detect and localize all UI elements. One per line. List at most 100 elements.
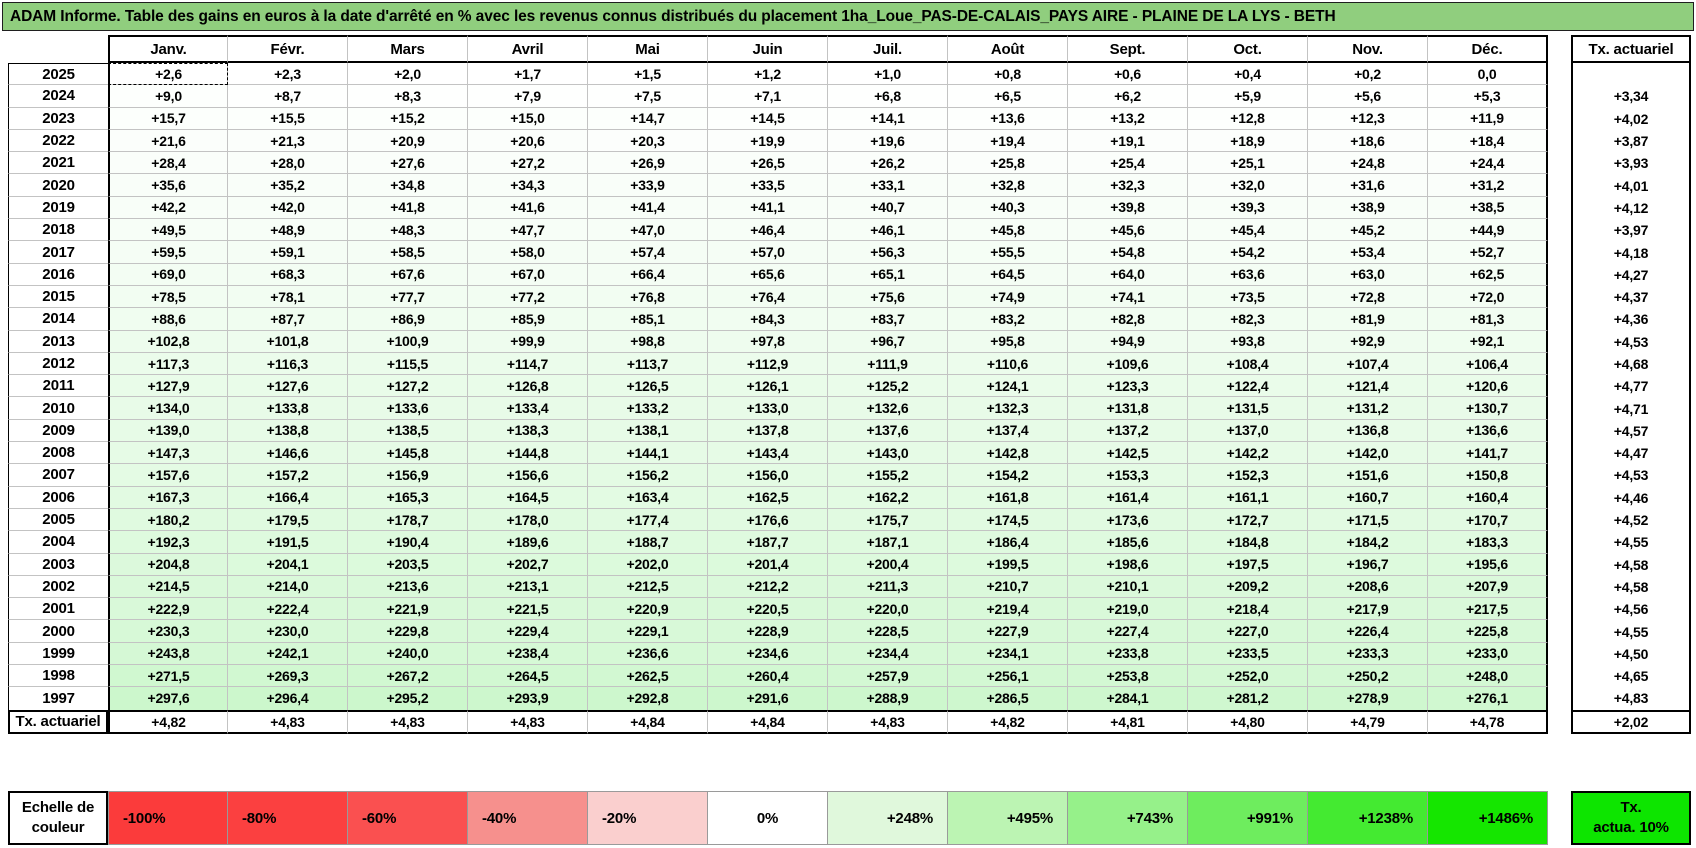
year-label[interactable]: 2004 bbox=[8, 531, 108, 554]
gain-cell[interactable]: +138,1 bbox=[588, 419, 708, 443]
gain-cell[interactable]: +45,4 bbox=[1188, 219, 1308, 242]
gain-cell[interactable]: +203,5 bbox=[348, 553, 468, 576]
gain-cell[interactable]: +0,8 bbox=[948, 63, 1068, 86]
year-label[interactable]: 2012 bbox=[8, 352, 108, 376]
monthly-tx-value[interactable]: +4,83 bbox=[828, 709, 948, 734]
gain-cell[interactable]: +12,8 bbox=[1188, 107, 1308, 130]
gain-cell[interactable]: +19,9 bbox=[708, 129, 828, 153]
gain-cell[interactable]: +100,9 bbox=[348, 330, 468, 353]
gain-cell[interactable]: +177,4 bbox=[588, 508, 708, 532]
gain-cell[interactable]: +202,0 bbox=[588, 553, 708, 576]
gain-cell[interactable]: +156,0 bbox=[708, 464, 828, 487]
tx-actuariel-value[interactable]: +4,37 bbox=[1571, 285, 1691, 309]
gain-cell[interactable]: +138,5 bbox=[348, 419, 468, 443]
gain-cell[interactable]: +6,5 bbox=[948, 85, 1068, 108]
gain-cell[interactable]: +42,2 bbox=[108, 196, 228, 220]
gain-cell[interactable]: +83,2 bbox=[948, 308, 1068, 331]
gain-cell[interactable]: +150,8 bbox=[1428, 464, 1548, 487]
gain-cell[interactable]: 0,0 bbox=[1428, 63, 1548, 86]
gain-cell[interactable]: +85,9 bbox=[468, 308, 588, 331]
gain-cell[interactable]: +35,6 bbox=[108, 174, 228, 197]
tx-actuariel-value[interactable]: +4,65 bbox=[1571, 665, 1691, 688]
gain-cell[interactable]: +138,8 bbox=[228, 419, 348, 443]
year-label[interactable]: 2020 bbox=[8, 174, 108, 197]
gain-cell[interactable]: +12,3 bbox=[1308, 107, 1428, 130]
month-header[interactable]: Janv. bbox=[108, 35, 228, 63]
gain-cell[interactable]: +25,8 bbox=[948, 152, 1068, 175]
gain-cell[interactable]: +7,5 bbox=[588, 85, 708, 108]
color-scale-cell[interactable]: +991% bbox=[1188, 791, 1308, 845]
year-label[interactable]: 2008 bbox=[8, 442, 108, 465]
gain-cell[interactable]: +164,5 bbox=[468, 486, 588, 509]
gain-cell[interactable]: +253,8 bbox=[1068, 665, 1188, 688]
gain-cell[interactable]: +173,6 bbox=[1068, 508, 1188, 532]
gain-cell[interactable]: +78,5 bbox=[108, 285, 228, 309]
gain-cell[interactable]: +172,7 bbox=[1188, 508, 1308, 532]
gain-cell[interactable]: +106,4 bbox=[1428, 352, 1548, 376]
gain-cell[interactable]: +174,5 bbox=[948, 508, 1068, 532]
tx-actuariel-value[interactable]: +4,83 bbox=[1571, 687, 1691, 710]
gain-cell[interactable]: +58,0 bbox=[468, 241, 588, 264]
gain-cell[interactable]: +131,5 bbox=[1188, 397, 1308, 420]
gain-cell[interactable]: +190,4 bbox=[348, 531, 468, 554]
gain-cell[interactable]: +21,3 bbox=[228, 129, 348, 153]
gain-cell[interactable]: +81,3 bbox=[1428, 308, 1548, 331]
year-label[interactable]: 2019 bbox=[8, 196, 108, 220]
gain-cell[interactable]: +34,3 bbox=[468, 174, 588, 197]
color-scale-cell[interactable]: -80% bbox=[228, 791, 348, 845]
gain-cell[interactable]: +162,2 bbox=[828, 486, 948, 509]
gain-cell[interactable]: +25,4 bbox=[1068, 152, 1188, 175]
gain-cell[interactable]: +152,3 bbox=[1188, 464, 1308, 487]
gain-cell[interactable]: +156,9 bbox=[348, 464, 468, 487]
gain-cell[interactable]: +19,6 bbox=[828, 129, 948, 153]
gain-cell[interactable]: +40,3 bbox=[948, 196, 1068, 220]
gain-cell[interactable]: +126,8 bbox=[468, 375, 588, 398]
gain-cell[interactable]: +63,0 bbox=[1308, 263, 1428, 286]
gain-cell[interactable]: +252,0 bbox=[1188, 665, 1308, 688]
gain-cell[interactable]: +227,0 bbox=[1188, 620, 1308, 643]
gain-cell[interactable]: +160,7 bbox=[1308, 486, 1428, 509]
gain-cell[interactable]: +175,7 bbox=[828, 508, 948, 532]
gain-cell[interactable]: +46,1 bbox=[828, 219, 948, 242]
gain-cell[interactable]: +291,6 bbox=[708, 687, 828, 710]
gain-cell[interactable]: +33,1 bbox=[828, 174, 948, 197]
gain-cell[interactable]: +15,0 bbox=[468, 107, 588, 130]
gain-cell[interactable]: +33,5 bbox=[708, 174, 828, 197]
tx-actuariel-value[interactable]: +4,36 bbox=[1571, 308, 1691, 331]
gain-cell[interactable]: +9,0 bbox=[108, 85, 228, 108]
tx-actuariel-value[interactable]: +3,87 bbox=[1571, 129, 1691, 153]
gain-cell[interactable]: +47,0 bbox=[588, 219, 708, 242]
gain-cell[interactable]: +116,3 bbox=[228, 352, 348, 376]
gain-cell[interactable]: +155,2 bbox=[828, 464, 948, 487]
gain-cell[interactable]: +110,6 bbox=[948, 352, 1068, 376]
gain-cell[interactable]: +63,6 bbox=[1188, 263, 1308, 286]
gain-cell[interactable]: +217,5 bbox=[1428, 598, 1548, 621]
gain-cell[interactable]: +192,3 bbox=[108, 531, 228, 554]
gain-cell[interactable]: +133,4 bbox=[468, 397, 588, 420]
gain-cell[interactable]: +236,6 bbox=[588, 642, 708, 666]
gain-cell[interactable]: +67,6 bbox=[348, 263, 468, 286]
gain-cell[interactable]: +257,9 bbox=[828, 665, 948, 688]
gain-cell[interactable]: +83,7 bbox=[828, 308, 948, 331]
gain-cell[interactable]: +127,9 bbox=[108, 375, 228, 398]
gain-cell[interactable]: +296,4 bbox=[228, 687, 348, 710]
gain-cell[interactable]: +41,4 bbox=[588, 196, 708, 220]
gain-cell[interactable]: +163,4 bbox=[588, 486, 708, 509]
gain-cell[interactable]: +59,1 bbox=[228, 241, 348, 264]
gain-cell[interactable]: +297,6 bbox=[108, 687, 228, 710]
color-scale-cell[interactable]: -100% bbox=[108, 791, 228, 845]
gain-cell[interactable]: +28,4 bbox=[108, 152, 228, 175]
gain-cell[interactable]: +212,2 bbox=[708, 575, 828, 599]
color-scale-cell[interactable]: -60% bbox=[348, 791, 468, 845]
gain-cell[interactable]: +107,4 bbox=[1308, 352, 1428, 376]
gain-cell[interactable]: +31,2 bbox=[1428, 174, 1548, 197]
gain-cell[interactable]: +35,2 bbox=[228, 174, 348, 197]
year-label[interactable]: 2015 bbox=[8, 285, 108, 309]
gain-cell[interactable]: +211,3 bbox=[828, 575, 948, 599]
gain-cell[interactable]: +229,8 bbox=[348, 620, 468, 643]
gain-cell[interactable]: +170,7 bbox=[1428, 508, 1548, 532]
gain-cell[interactable]: +165,3 bbox=[348, 486, 468, 509]
gain-cell[interactable]: +202,7 bbox=[468, 553, 588, 576]
gain-cell[interactable]: +99,9 bbox=[468, 330, 588, 353]
gain-cell[interactable]: +0,4 bbox=[1188, 63, 1308, 86]
